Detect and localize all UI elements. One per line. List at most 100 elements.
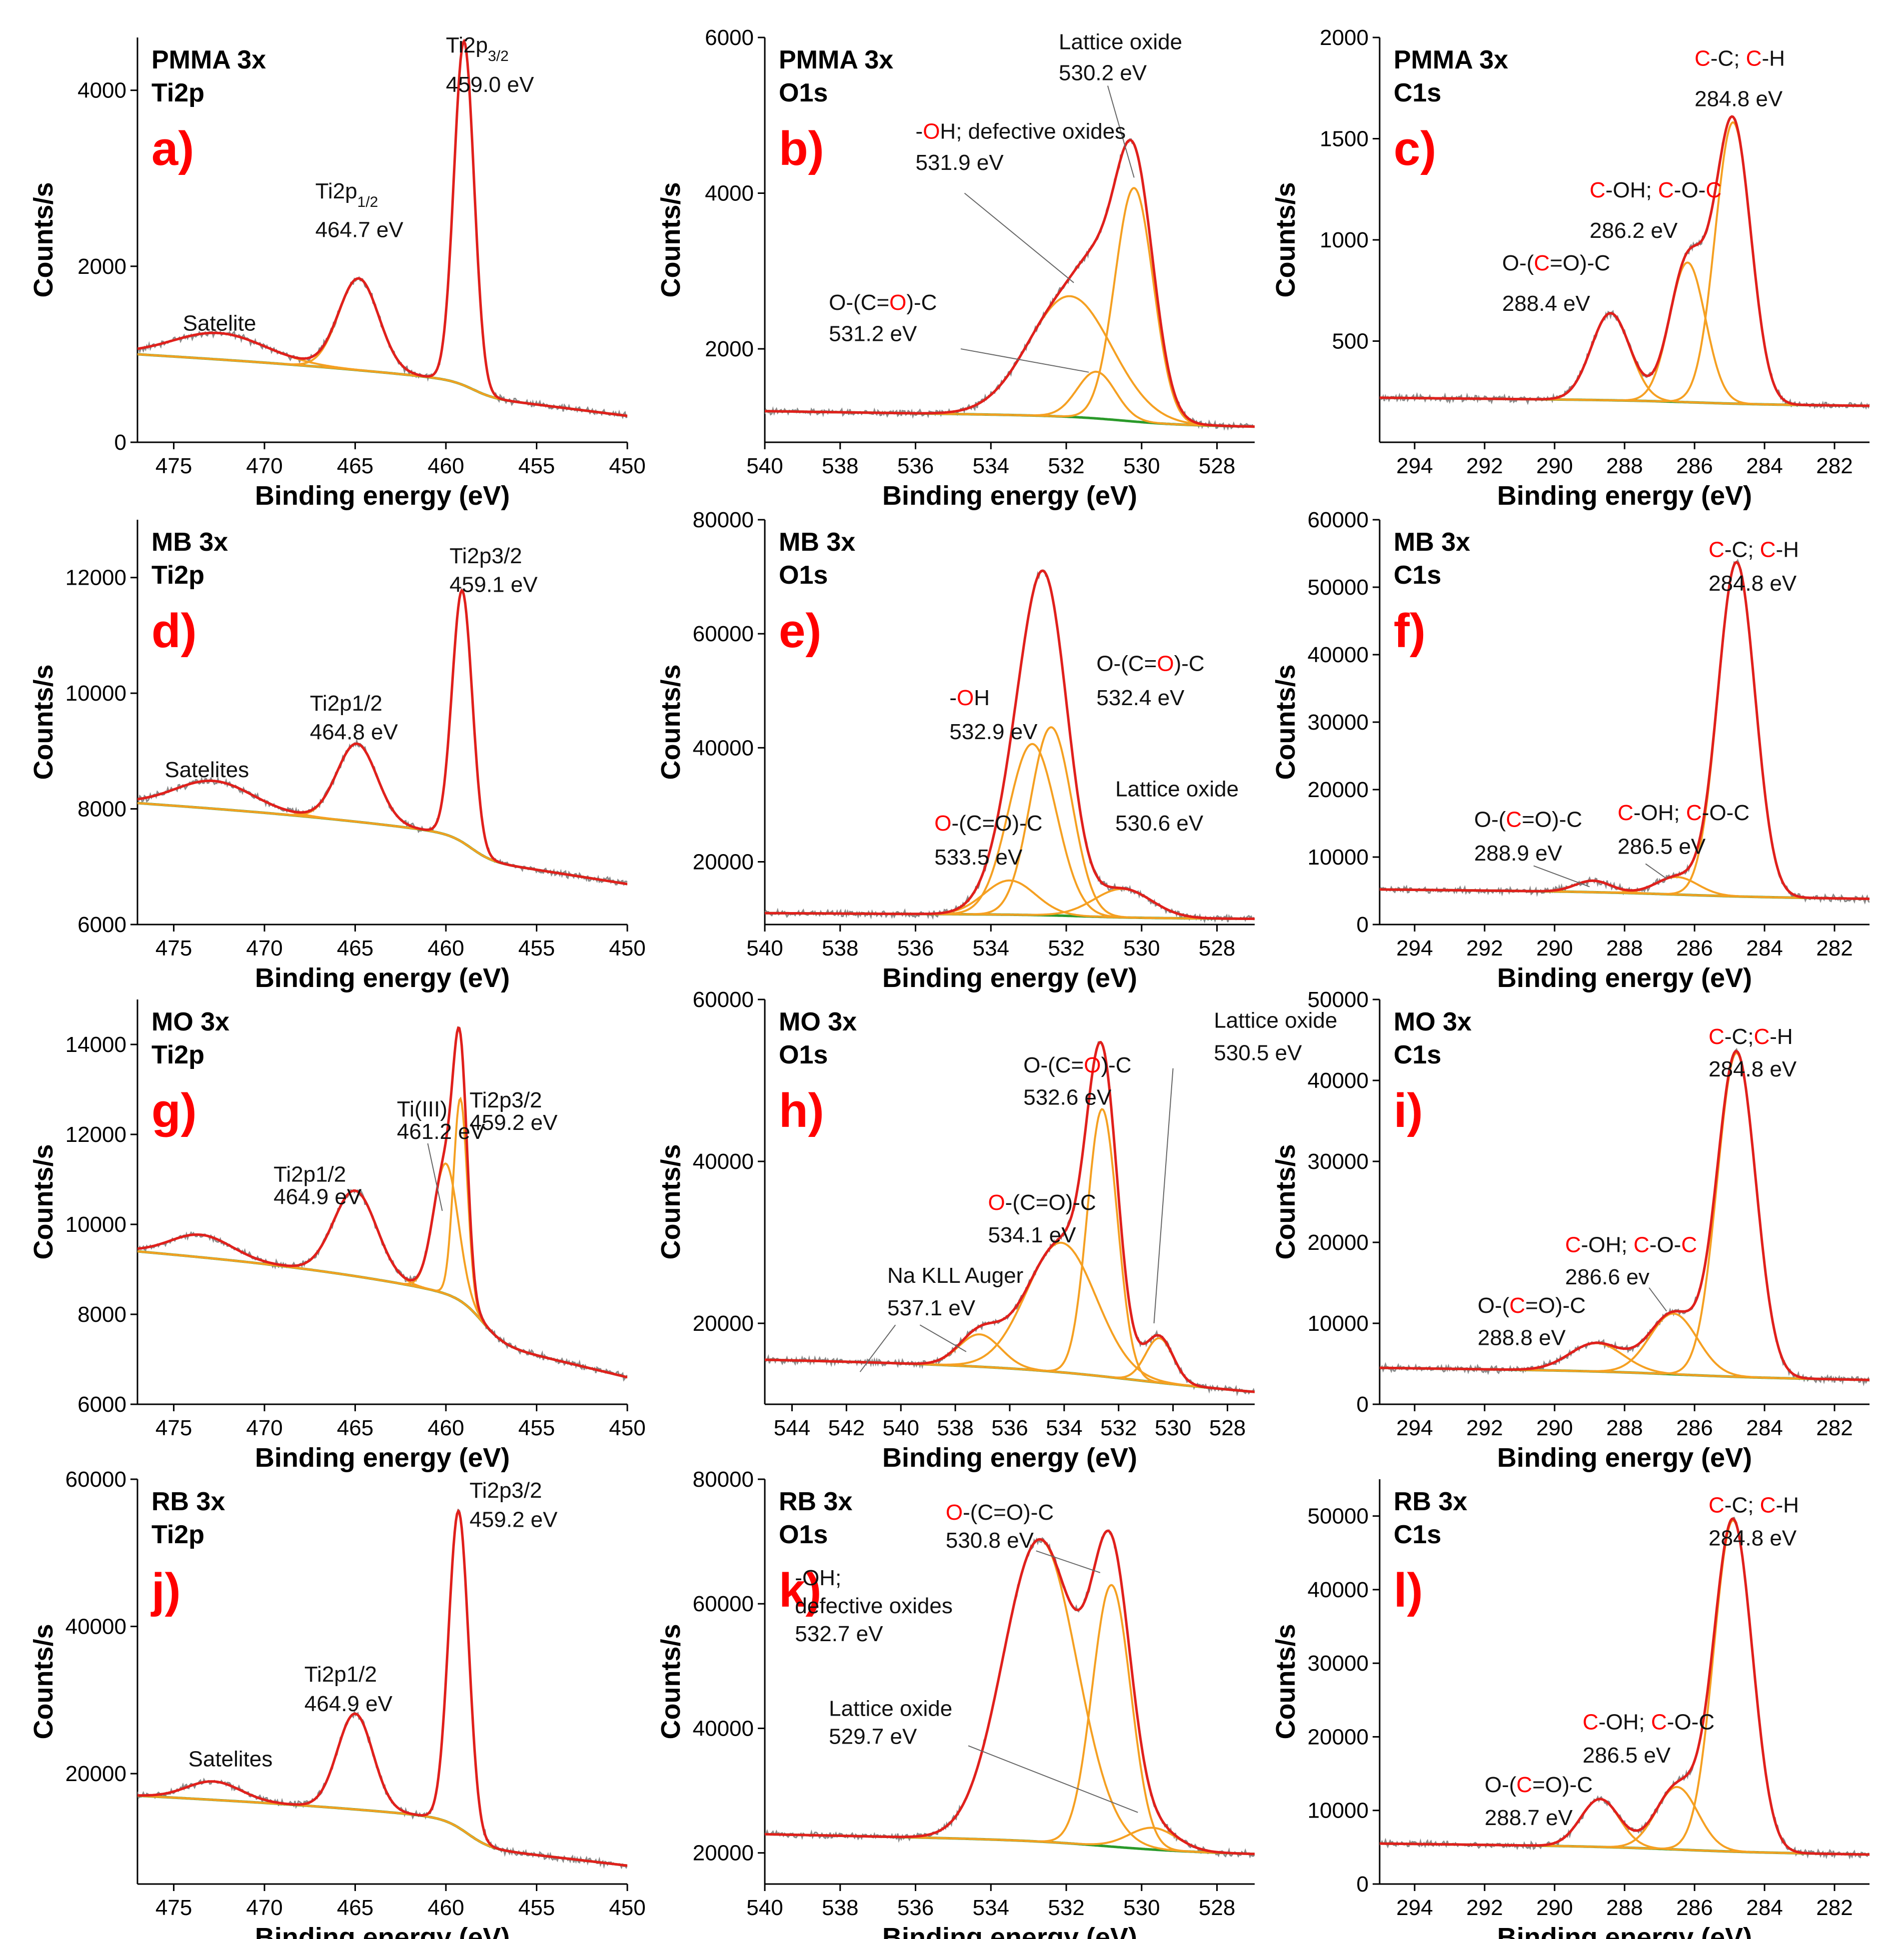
panel-title: MO 3x xyxy=(779,1007,857,1036)
x-tick-label: 292 xyxy=(1466,936,1503,961)
y-tick-label: 10000 xyxy=(1308,845,1369,870)
chart-panel-b: 540 538 536 534 532 530 528 2000 4000 6000 Binding… xyxy=(656,25,1255,511)
annotation-text: 461.2 eV xyxy=(397,1119,485,1144)
x-tick-label: 288 xyxy=(1606,1896,1643,1920)
peak-annotation: Satelite xyxy=(183,311,256,335)
y-tick-label: 50000 xyxy=(1308,987,1369,1012)
y-tick-label: 1500 xyxy=(1320,127,1369,151)
y-axis-title: Counts/s xyxy=(28,664,58,780)
peak-annotation: 532.4 eV xyxy=(1096,686,1185,710)
x-tick-label: 294 xyxy=(1396,1896,1433,1920)
annotation-text: 284.8 eV xyxy=(1709,571,1797,596)
measured-spectrum xyxy=(137,1508,627,1870)
plot-area xyxy=(765,138,1255,431)
fit-envelope xyxy=(137,38,627,417)
y-tick-label: 20000 xyxy=(1308,1230,1369,1255)
peak-annotation: -OH; defective oxides xyxy=(916,119,1126,144)
x-tick-label: 294 xyxy=(1396,454,1433,478)
peak-annotation: 286.2 eV xyxy=(1590,218,1678,243)
x-axis-title: Binding energy (eV) xyxy=(1497,963,1752,993)
annotation-text: Ti2p3/2 xyxy=(469,1478,542,1503)
y-tick-label: 10000 xyxy=(1308,1799,1369,1823)
x-tick-label: 470 xyxy=(246,936,282,961)
peak-annotation: 459.2 eV xyxy=(469,1110,558,1135)
peak-annotation: O-(C=O)-C xyxy=(1502,251,1610,275)
panel-title: MB 3x xyxy=(1394,528,1470,557)
peak-annotation: 288.8 eV xyxy=(1478,1326,1566,1350)
annotation-text: 532.9 eV xyxy=(949,720,1038,744)
y-axis-title: Counts/s xyxy=(1271,1624,1301,1739)
chart-panel-f: 294 292 290 288 286 284 282 0 10000 20000 30000 400… xyxy=(1271,508,1870,993)
x-tick-label: 532 xyxy=(1048,936,1084,961)
y-axis-title: Counts/s xyxy=(28,1144,58,1259)
plot-area xyxy=(137,1508,627,1870)
fit-envelope xyxy=(137,588,627,886)
highlighted-atom: C xyxy=(1534,251,1550,275)
annotation-text: =O)-C xyxy=(1550,251,1610,275)
x-tick-label: 538 xyxy=(822,936,858,961)
annotation-text: 537.1 eV xyxy=(887,1296,976,1320)
panel-letter: c) xyxy=(1394,122,1436,175)
panel-subtitle: O1s xyxy=(779,1520,828,1549)
annotation-text: 534.1 eV xyxy=(988,1223,1076,1247)
x-axis-title: Binding energy (eV) xyxy=(882,481,1137,511)
peak-annotation: 284.8 eV xyxy=(1709,1057,1797,1081)
fit-component-1 xyxy=(137,332,627,417)
x-tick-label: 536 xyxy=(897,936,934,961)
x-tick-label: 282 xyxy=(1816,454,1853,478)
fit-component-2 xyxy=(137,277,627,417)
panel-letter: g) xyxy=(151,1084,197,1137)
annotation-leader xyxy=(859,1324,896,1372)
highlighted-atom: C xyxy=(1618,801,1634,825)
highlighted-atom: O xyxy=(1084,1053,1101,1077)
peak-annotation: 288.7 eV xyxy=(1485,1806,1573,1830)
annotation-text: 3/2 xyxy=(488,47,509,64)
y-tick-label: 60000 xyxy=(693,1592,754,1616)
peak-annotation: 534.1 eV xyxy=(988,1223,1076,1247)
annotation-text: 286.2 eV xyxy=(1590,218,1678,243)
measured-spectrum xyxy=(137,1026,627,1382)
annotation-text: O-( xyxy=(1485,1773,1517,1797)
panel-letter: k) xyxy=(779,1564,821,1617)
x-tick-label: 470 xyxy=(246,1416,282,1440)
highlighted-atom: C xyxy=(1760,1493,1776,1517)
plot-area xyxy=(1380,115,1870,410)
x-tick-label: 286 xyxy=(1676,936,1713,961)
fit-component-1 xyxy=(1380,312,1870,407)
y-axis-title: Counts/s xyxy=(656,664,686,780)
peak-annotation: Ti2p1/2 xyxy=(273,1162,346,1187)
plot-area xyxy=(137,38,627,420)
annotation-text: 288.8 eV xyxy=(1478,1326,1566,1350)
highlighted-atom: C xyxy=(1651,1710,1667,1735)
y-tick-label: 10000 xyxy=(1308,1311,1369,1336)
peak-annotation: 533.5 eV xyxy=(934,845,1023,870)
annotation-text: Ti2p1/2 xyxy=(273,1162,346,1187)
x-tick-label: 465 xyxy=(337,936,373,961)
y-tick-label: 20000 xyxy=(693,1841,754,1866)
peak-annotation: O-(C=O)-C xyxy=(1478,1293,1586,1318)
peak-annotation: -OH xyxy=(949,686,990,710)
annotation-text: -C; xyxy=(1711,46,1746,71)
x-tick-label: 294 xyxy=(1396,936,1433,961)
panel-letter: h) xyxy=(779,1084,824,1137)
annotation-text: -OH; xyxy=(1599,1710,1651,1735)
peak-annotation: Ti2p1/2 xyxy=(304,1662,377,1687)
annotation-text: -C; xyxy=(1725,537,1760,562)
panel-subtitle: O1s xyxy=(779,561,828,590)
annotation-text: Ti2p3/2 xyxy=(469,1088,542,1112)
annotation-text: 464.9 eV xyxy=(273,1185,362,1209)
highlighted-atom: O xyxy=(957,686,974,710)
y-axis-title: Counts/s xyxy=(28,182,58,297)
y-tick-label: 60000 xyxy=(1308,508,1369,532)
panel-title: PMMA 3x xyxy=(1394,45,1508,74)
x-tick-label: 475 xyxy=(155,1896,192,1920)
panel-letter: b) xyxy=(779,122,824,175)
x-axis-title: Binding energy (eV) xyxy=(255,1443,510,1473)
y-tick-label: 1000 xyxy=(1320,228,1369,252)
y-tick-label: 12000 xyxy=(65,1122,126,1147)
panel-title: MO 3x xyxy=(151,1007,229,1036)
fit-component-3 xyxy=(137,1509,627,1867)
peak-annotation: O-(C=O)-C xyxy=(934,811,1042,836)
chart-panel-l: 294 292 290 288 286 284 282 0 10000 20000 30000 400… xyxy=(1271,1479,1870,1939)
highlighted-atom: C xyxy=(1517,1773,1533,1797)
